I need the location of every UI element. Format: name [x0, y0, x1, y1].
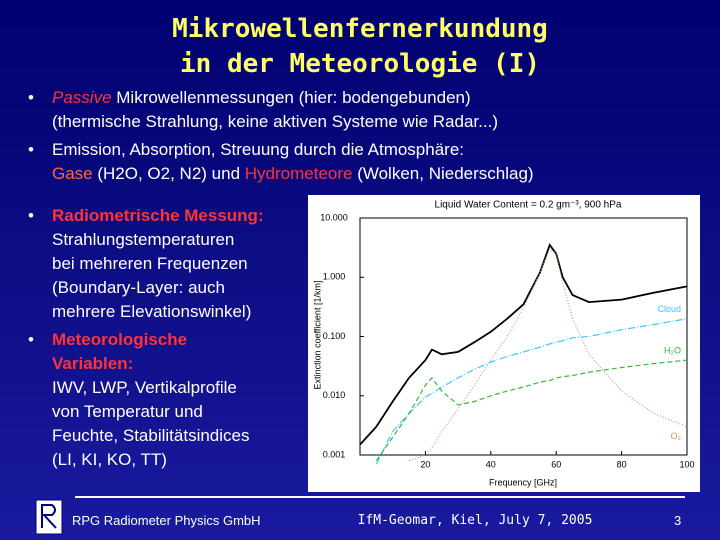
text-run: bei mehreren Frequenzen	[52, 254, 248, 273]
text-run: von Temperatur und	[52, 402, 203, 421]
text-run: Meteorologische	[52, 330, 188, 349]
series-label: O₂	[671, 431, 682, 441]
bullet-dot: •	[28, 140, 34, 159]
slide-title: Mikrowellenfernerkundung	[172, 14, 548, 44]
y-axis-label: Extinction coefficient [1/km]	[312, 281, 322, 390]
bullet-dot: •	[28, 330, 34, 349]
bullet-line: Emission, Absorption, Streuung durch die…	[52, 140, 464, 160]
logo-mark	[41, 504, 57, 529]
series-line	[375, 359, 688, 462]
bullet-line: (Boundary-Layer: auch	[52, 278, 225, 298]
page-number: 3	[674, 513, 682, 528]
chart: Liquid Water Content = 0.2 gm⁻³, 900 hPa…	[308, 195, 700, 492]
text-run: (Boundary-Layer: auch	[52, 278, 225, 297]
bullet-line: mehrere Elevationswinkel)	[52, 302, 251, 322]
bullet-line: Passive Mikrowellenmessungen (hier: bode…	[52, 88, 471, 108]
bullet-line: IWV, LWP, Vertikalprofile	[52, 378, 237, 398]
y-tick-label: 0.010	[323, 390, 346, 400]
bullet-line: Radiometrische Messung:	[52, 206, 264, 226]
x-tick-label: 80	[617, 459, 627, 469]
bullet-dot: •	[28, 88, 34, 107]
text-run: Feuchte, Stabilitätsindices	[52, 426, 250, 445]
text-run: Strahlungstemperaturen	[52, 230, 235, 249]
bullet-line: bei mehreren Frequenzen	[52, 254, 248, 274]
x-tick-label: 20	[420, 459, 430, 469]
series-line	[359, 243, 688, 446]
bullet-line: Variablen:	[52, 354, 133, 374]
plot-frame	[359, 217, 688, 456]
footer-left: RPG Radiometer Physics GmbH	[72, 513, 261, 528]
y-tick-label: 0.100	[323, 331, 346, 341]
text-run: Mikrowellenmessungen (hier: bodengebunde…	[111, 88, 471, 107]
text-run: mehrere Elevationswinkel)	[52, 302, 252, 321]
series-line	[375, 318, 688, 465]
bullet-dot: •	[28, 206, 34, 225]
bullet-line: Meteorologische	[52, 330, 187, 350]
logo	[35, 499, 63, 535]
text-run: (thermische Strahlung, keine aktiven Sys…	[52, 112, 498, 131]
bullet-line: von Temperatur und	[52, 402, 203, 422]
y-tick-label: 0.001	[323, 449, 346, 459]
text-run: Emission, Absorption, Streuung durch die…	[52, 140, 465, 159]
bullet-line: Feuchte, Stabilitätsindices	[52, 426, 250, 446]
series-label: H₂O	[664, 345, 681, 355]
x-tick-label: 100	[679, 459, 694, 469]
x-tick-label: 60	[551, 459, 561, 469]
chart-title: Liquid Water Content = 0.2 gm⁻³, 900 hPa	[435, 200, 622, 211]
series-line	[408, 248, 688, 462]
y-tick-label: 1.000	[323, 272, 346, 282]
text-run: IWV, LWP, Vertikalprofile	[52, 378, 237, 397]
x-tick-label: 40	[486, 459, 496, 469]
x-axis-label: Frequency [GHz]	[489, 477, 557, 487]
slide-title: in der Meteorologie (I)	[179, 49, 541, 79]
text-run: Gase	[52, 164, 93, 183]
bullet-line: (LI, KI, KO, TT)	[52, 450, 167, 470]
text-run: Variablen:	[52, 354, 134, 373]
text-run: Passive	[52, 88, 112, 107]
bullet-line: (thermische Strahlung, keine aktiven Sys…	[52, 112, 498, 132]
footer-center: IfM-Geomar, Kiel, July 7, 2005	[357, 513, 593, 528]
text-run: Hydrometeore	[244, 164, 353, 183]
bullet-line: Strahlungstemperaturen	[52, 230, 234, 250]
bullet-line: Gase (H2O, O2, N2) und Hydrometeore (Wol…	[52, 164, 534, 184]
text-run: (Wolken, Niederschlag)	[352, 164, 534, 183]
text-run: (LI, KI, KO, TT)	[52, 450, 167, 469]
series-label: Cloud	[657, 304, 681, 314]
text-run: Radiometrische Messung:	[52, 206, 264, 225]
text-run: (H2O, O2, N2) und	[92, 164, 245, 183]
y-tick-label: 10.000	[320, 212, 348, 222]
